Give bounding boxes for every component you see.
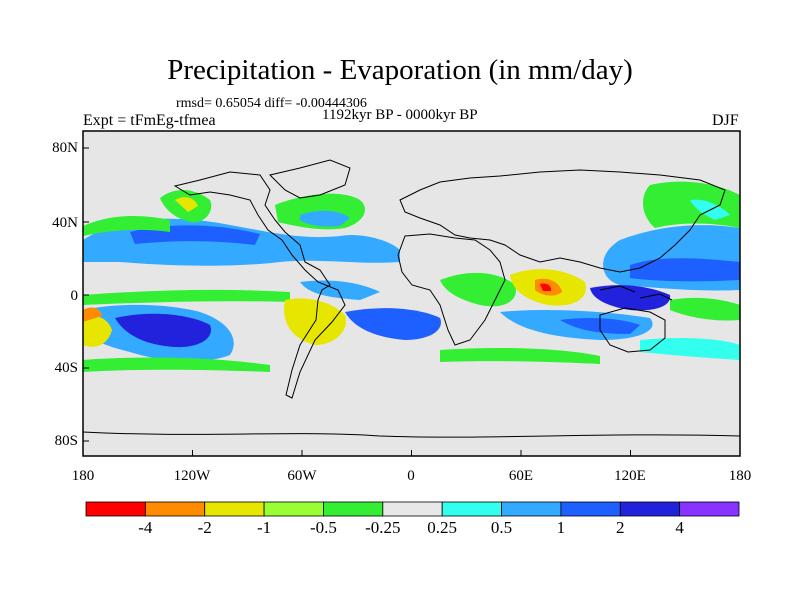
greenland-coast [269, 159, 351, 199]
colorbar-swatch [679, 501, 740, 517]
australia-coast [599, 307, 666, 353]
season-label: DJF [712, 112, 739, 129]
field-sw-pacific-green [670, 297, 740, 321]
field-s-pacific-dry [83, 316, 112, 347]
colorbar-label: 0.25 [427, 518, 458, 537]
chart-title: Precipitation - Evaporation (in mm/day) [167, 54, 633, 86]
experiment-label: Expt = tFmEg-tfmea [83, 112, 216, 129]
pe-field [83, 181, 740, 372]
coastlines [83, 159, 740, 438]
colorbar-swatch [323, 501, 384, 517]
antarctica-coast [83, 431, 740, 438]
lat-label-80s: 80S [54, 433, 78, 449]
field-w-atlantic-eq [300, 280, 380, 300]
eurasia-coast [399, 169, 726, 273]
field-s-pacific-core [115, 313, 211, 348]
field-s-pacific-dry-core [83, 307, 102, 322]
lon-label-60w: 60W [287, 468, 317, 484]
colorbar-label: -4 [138, 518, 153, 537]
lat-label-80n: 80N [52, 140, 78, 156]
colorbar-label: 4 [675, 518, 684, 537]
lat-label-40n: 40N [52, 215, 78, 231]
field-s-atlantic-wet [345, 308, 441, 340]
field-africa-green [440, 272, 516, 307]
field-southern-green-1 [83, 357, 270, 372]
field-w-pacific-core [630, 258, 740, 282]
colorbar-swatch [560, 501, 621, 517]
africa-coast [397, 233, 506, 346]
lat-label-40s: 40S [54, 360, 78, 376]
colorbar-label: 0.5 [490, 518, 513, 537]
colorbar-label: 1 [556, 518, 566, 537]
lat-label-0: 0 [70, 288, 79, 304]
colorbar-swatch [204, 501, 265, 517]
colorbar [85, 501, 740, 517]
colorbar-swatch [263, 501, 324, 517]
lon-label-120e: 120E [614, 468, 646, 484]
lon-label-0: 0 [407, 468, 415, 484]
colorbar-swatch [441, 501, 502, 517]
field-southern-green-2 [440, 348, 600, 364]
field-ne-pacific-dry [175, 197, 198, 212]
field-n-atlantic-core [300, 210, 350, 227]
field-southern-cyan [640, 337, 740, 360]
lon-label-120w: 120W [173, 468, 211, 484]
field-indian-dry-peak [540, 283, 552, 291]
colorbar-label: -1 [256, 518, 272, 537]
lon-label-60e: 60E [508, 468, 534, 484]
colorbar-swatch [85, 501, 146, 517]
colorbar-label: -0.5 [309, 518, 337, 537]
colorbar-label: -0.25 [365, 518, 401, 537]
axis-ticks [82, 147, 741, 456]
colorbar-swatch [144, 501, 206, 517]
colorbar-label: 2 [616, 518, 625, 537]
lon-label-180w: 180 [71, 468, 95, 484]
lon-label-180e: 180 [728, 468, 752, 484]
colorbar-swatch [501, 501, 562, 517]
americas-coast [173, 171, 346, 399]
field-eq-pacific [83, 289, 290, 305]
field-maritime-wet [590, 285, 671, 311]
colorbar-label: -2 [197, 518, 212, 537]
colorbar-swatch [619, 501, 681, 517]
stats-line: rmsd= 0.65054 diff= -0.00444306 [176, 96, 367, 111]
maritime-islands [599, 285, 673, 301]
period-label: 1192kyr BP - 0000kyr BP [322, 107, 478, 123]
colorbar-swatch [382, 501, 443, 517]
field-n-pacific-edge [83, 216, 170, 236]
